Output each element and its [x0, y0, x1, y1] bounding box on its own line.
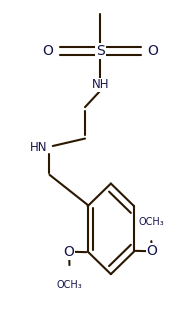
Text: O: O — [43, 44, 53, 58]
Text: OCH₃: OCH₃ — [138, 216, 164, 227]
Text: HN: HN — [30, 141, 47, 154]
Text: O: O — [147, 44, 158, 58]
Text: S: S — [96, 44, 105, 58]
Text: O: O — [146, 244, 157, 258]
Text: O: O — [63, 245, 74, 259]
Text: NH: NH — [92, 78, 110, 91]
Text: OCH₃: OCH₃ — [57, 280, 82, 290]
